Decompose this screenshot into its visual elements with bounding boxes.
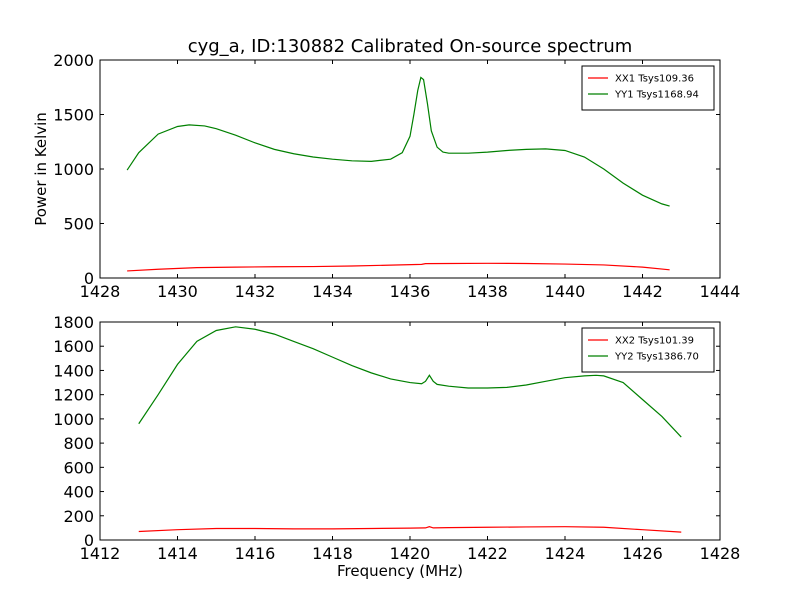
x-tick-label: 1422 bbox=[467, 544, 508, 563]
y-tick-label: 1500 bbox=[53, 106, 94, 125]
legend bbox=[581, 65, 715, 111]
x-tick-label: 1418 bbox=[312, 544, 353, 563]
x-tick-label: 1426 bbox=[622, 544, 663, 563]
y-tick-label: 1000 bbox=[53, 410, 94, 429]
y-tick-label: 1400 bbox=[53, 361, 94, 380]
series-line-yy1 bbox=[126, 76, 670, 207]
x-tick-label: 1432 bbox=[235, 282, 276, 301]
series-line-yy2 bbox=[138, 326, 682, 438]
x-tick-label: 1434 bbox=[312, 282, 353, 301]
y-tick-label: 1600 bbox=[53, 337, 94, 356]
x-tick-label: 1430 bbox=[157, 282, 198, 301]
x-tick-label: 1438 bbox=[467, 282, 508, 301]
series-line-xx2 bbox=[138, 526, 682, 533]
y-tick-label: 500 bbox=[63, 215, 94, 234]
x-tick-label: 1428 bbox=[80, 282, 121, 301]
y-tick-label: 0 bbox=[84, 269, 94, 288]
legend-label: YY1 Tsys1168.94 bbox=[614, 90, 699, 101]
y-tick-label: 1800 bbox=[53, 313, 94, 332]
legend-label: YY2 Tsys1386.70 bbox=[614, 352, 699, 363]
x-tick-label: 1420 bbox=[390, 544, 431, 563]
x-tick-label: 1428 bbox=[700, 544, 741, 563]
x-tick-label: 1440 bbox=[545, 282, 586, 301]
x-tick-label: 1442 bbox=[622, 282, 663, 301]
x-tick-label: 1412 bbox=[80, 544, 121, 563]
x-tick-label: 1436 bbox=[390, 282, 431, 301]
bottom-panel: 1412 1414 1416 1418 1420 1422 1424 1426 1428 0 200… bbox=[53, 313, 740, 580]
legend-label: XX2 Tsys101.39 bbox=[615, 336, 694, 347]
x-tick-label: 1416 bbox=[235, 544, 276, 563]
y-axis-label: Power in Kelvin bbox=[32, 112, 50, 226]
y-tick-label: 1000 bbox=[53, 160, 94, 179]
y-tick-label: 200 bbox=[63, 507, 94, 526]
chart-title: cyg_a, ID:130882 Calibrated On-source sp… bbox=[188, 36, 633, 57]
x-tick-label: 1424 bbox=[545, 544, 586, 563]
y-tick-label: 400 bbox=[63, 483, 94, 502]
legend-label: XX1 Tsys109.36 bbox=[615, 74, 694, 85]
y-tick-label: 800 bbox=[63, 434, 94, 453]
x-tick-label: 1414 bbox=[157, 544, 198, 563]
series-line-xx1 bbox=[127, 262, 670, 272]
y-tick-label: 2000 bbox=[53, 51, 94, 70]
y-tick-label: 0 bbox=[84, 531, 94, 550]
y-tick-label: 600 bbox=[63, 458, 94, 477]
x-tick-label: 1444 bbox=[700, 282, 741, 301]
x-axis-label: Frequency (MHz) bbox=[337, 562, 463, 580]
y-tick-label: 1200 bbox=[53, 386, 94, 405]
legend bbox=[581, 327, 715, 373]
top-panel: 1428 1430 1432 1434 1436 1438 1440 1442 1444 0 500… bbox=[32, 51, 740, 301]
